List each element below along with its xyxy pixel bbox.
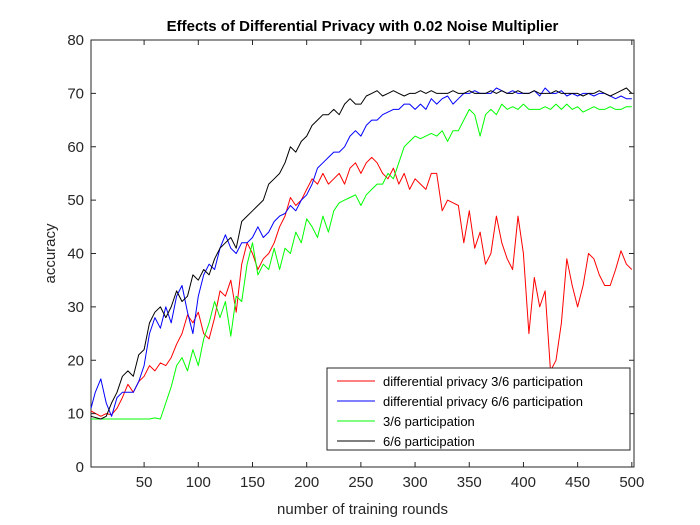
chart-title: Effects of Differential Privacy with 0.0…	[167, 18, 559, 35]
y-tick-label: 80	[67, 32, 84, 49]
x-tick-label: 100	[186, 474, 211, 491]
x-tick-label: 400	[511, 474, 536, 491]
legend: differential privacy 3/6 participation di…	[326, 367, 631, 451]
legend-label-1: differential privacy 3/6 participation	[383, 374, 583, 389]
x-tick-label: 500	[619, 474, 644, 491]
y-tick-label: 60	[67, 139, 84, 156]
y-tick-label: 70	[67, 85, 84, 102]
x-tick-label: 300	[403, 474, 428, 491]
y-axis: 0 10 20 30 40 50 60 70 80	[67, 32, 634, 476]
series-line-4	[90, 87, 633, 420]
x-tick-label: 350	[457, 474, 482, 491]
x-tick-label: 450	[565, 474, 590, 491]
x-tick-label: 250	[348, 474, 373, 491]
legend-label-2: differential privacy 6/6 participation	[383, 394, 583, 409]
x-tick-label: 50	[136, 474, 153, 491]
y-tick-label: 50	[67, 192, 84, 209]
legend-box	[326, 367, 631, 451]
series-layer	[90, 87, 633, 420]
legend-label-3: 3/6 participation	[383, 414, 475, 429]
x-tick-label: 150	[240, 474, 265, 491]
series-line-1	[90, 156, 633, 417]
y-tick-label: 30	[67, 299, 84, 316]
legend-label-4: 6/6 participation	[383, 434, 475, 449]
series-line-3	[91, 103, 632, 420]
y-tick-label: 0	[76, 459, 84, 476]
y-axis-label: accuracy	[42, 223, 59, 284]
y-tick-label: 40	[67, 246, 84, 263]
x-axis-label: number of training rounds	[277, 501, 448, 518]
y-tick-label: 20	[67, 352, 84, 369]
x-tick-label: 200	[294, 474, 319, 491]
y-tick-label: 10	[67, 406, 84, 423]
x-axis: 50 100 150 200 250 300 350 400 450 500	[136, 40, 644, 491]
